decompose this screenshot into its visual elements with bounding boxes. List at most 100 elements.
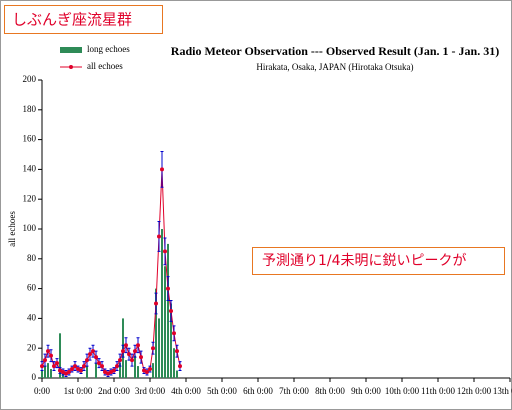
- bar: [137, 366, 139, 378]
- marker: [40, 364, 44, 369]
- marker: [151, 346, 155, 351]
- marker: [160, 167, 164, 172]
- marker: [100, 364, 104, 369]
- marker: [55, 361, 59, 366]
- x-tick-label: 5th 0:00: [207, 386, 237, 396]
- x-tick-label: 2nd 0:00: [98, 386, 130, 396]
- marker: [163, 249, 167, 254]
- y-axis-label: all echoes: [7, 211, 17, 247]
- marker: [127, 352, 131, 357]
- marker: [49, 353, 53, 358]
- y-tick-label: 60: [27, 283, 37, 293]
- marker: [64, 371, 68, 376]
- marker: [118, 358, 122, 363]
- marker: [124, 343, 128, 348]
- chart-title: Radio Meteor Observation --- Observed Re…: [171, 44, 499, 58]
- x-tick-label: 10th 0:00: [385, 386, 420, 396]
- x-tick-label: 8th 0:00: [315, 386, 345, 396]
- marker: [94, 355, 98, 360]
- title-box: [4, 5, 163, 34]
- bar: [41, 370, 43, 378]
- marker: [43, 358, 47, 363]
- bar: [95, 363, 97, 378]
- marker: [79, 368, 83, 373]
- marker: [172, 331, 176, 336]
- marker: [58, 368, 62, 373]
- marker: [178, 364, 182, 369]
- bar: [44, 366, 46, 378]
- marker: [145, 370, 149, 375]
- y-tick-label: 20: [27, 342, 37, 352]
- marker: [52, 364, 56, 369]
- marker: [70, 367, 74, 372]
- bar: [164, 266, 166, 378]
- marker: [82, 364, 86, 369]
- bar: [167, 243, 169, 378]
- legend-swatch: [69, 65, 73, 69]
- legend-label: all echoes: [87, 61, 123, 71]
- x-tick-label: 3rd 0:00: [135, 386, 166, 396]
- marker: [166, 286, 170, 291]
- marker: [142, 368, 146, 373]
- y-tick-label: 200: [23, 74, 37, 84]
- x-tick-label: 0:00: [34, 386, 51, 396]
- marker: [148, 367, 152, 372]
- y-tick-label: 0: [32, 372, 37, 382]
- y-tick-label: 140: [23, 163, 37, 173]
- marker: [91, 349, 95, 354]
- x-tick-label: 6th 0:00: [243, 386, 273, 396]
- bar: [134, 355, 136, 378]
- marker: [73, 364, 77, 369]
- marker: [46, 349, 50, 354]
- marker: [88, 352, 92, 357]
- bar: [119, 363, 121, 378]
- y-tick-label: 100: [23, 223, 37, 233]
- x-tick-label: 1st 0:00: [64, 386, 93, 396]
- marker: [106, 371, 110, 376]
- marker: [136, 343, 140, 348]
- bar: [161, 229, 163, 378]
- chart-subtitle: Hirakata, Osaka, JAPAN (Hirotaka Otsuka): [256, 62, 413, 72]
- annotation: 予測通り1/4未明に鋭いピークが: [262, 253, 467, 269]
- x-tick-label: 4th 0:00: [171, 386, 201, 396]
- y-tick-label: 180: [23, 104, 37, 114]
- marker: [175, 349, 179, 354]
- marker: [130, 358, 134, 363]
- bar: [86, 366, 88, 378]
- marker: [76, 367, 80, 372]
- bar: [155, 288, 157, 378]
- annotation-box: [252, 247, 505, 275]
- marker: [61, 370, 65, 375]
- marker: [121, 349, 125, 354]
- marker: [139, 355, 143, 360]
- bar: [152, 363, 154, 378]
- x-tick-label: 9th 0:00: [351, 386, 381, 396]
- x-tick-label: 11th 0:00: [421, 386, 455, 396]
- marker: [97, 361, 101, 366]
- x-tick-label: 13th 0:00: [493, 386, 512, 396]
- bar: [47, 363, 49, 378]
- y-tick-label: 40: [27, 312, 37, 322]
- legend-label: long echoes: [87, 44, 130, 54]
- marker: [85, 358, 89, 363]
- bar: [158, 318, 160, 378]
- plot: 0 20 40 60 80 100 120 140 160 180 200 0:00 1st 0:00 2…: [23, 74, 512, 396]
- marker: [154, 301, 158, 306]
- y-tick-label: 120: [23, 193, 37, 203]
- marker: [133, 349, 137, 354]
- bar: [50, 369, 52, 378]
- page-title: しぶんぎ座流星群: [12, 11, 132, 29]
- y-tick-label: 160: [23, 134, 37, 144]
- x-tick-label: 7th 0:00: [279, 386, 309, 396]
- marker: [112, 368, 116, 373]
- x-tick-label: 12th 0:00: [457, 386, 492, 396]
- marker: [67, 370, 71, 375]
- marker: [109, 370, 113, 375]
- marker: [169, 308, 173, 313]
- bar: [59, 333, 61, 378]
- bar: [176, 370, 178, 378]
- marker: [115, 364, 119, 369]
- legend-swatch: [60, 47, 82, 53]
